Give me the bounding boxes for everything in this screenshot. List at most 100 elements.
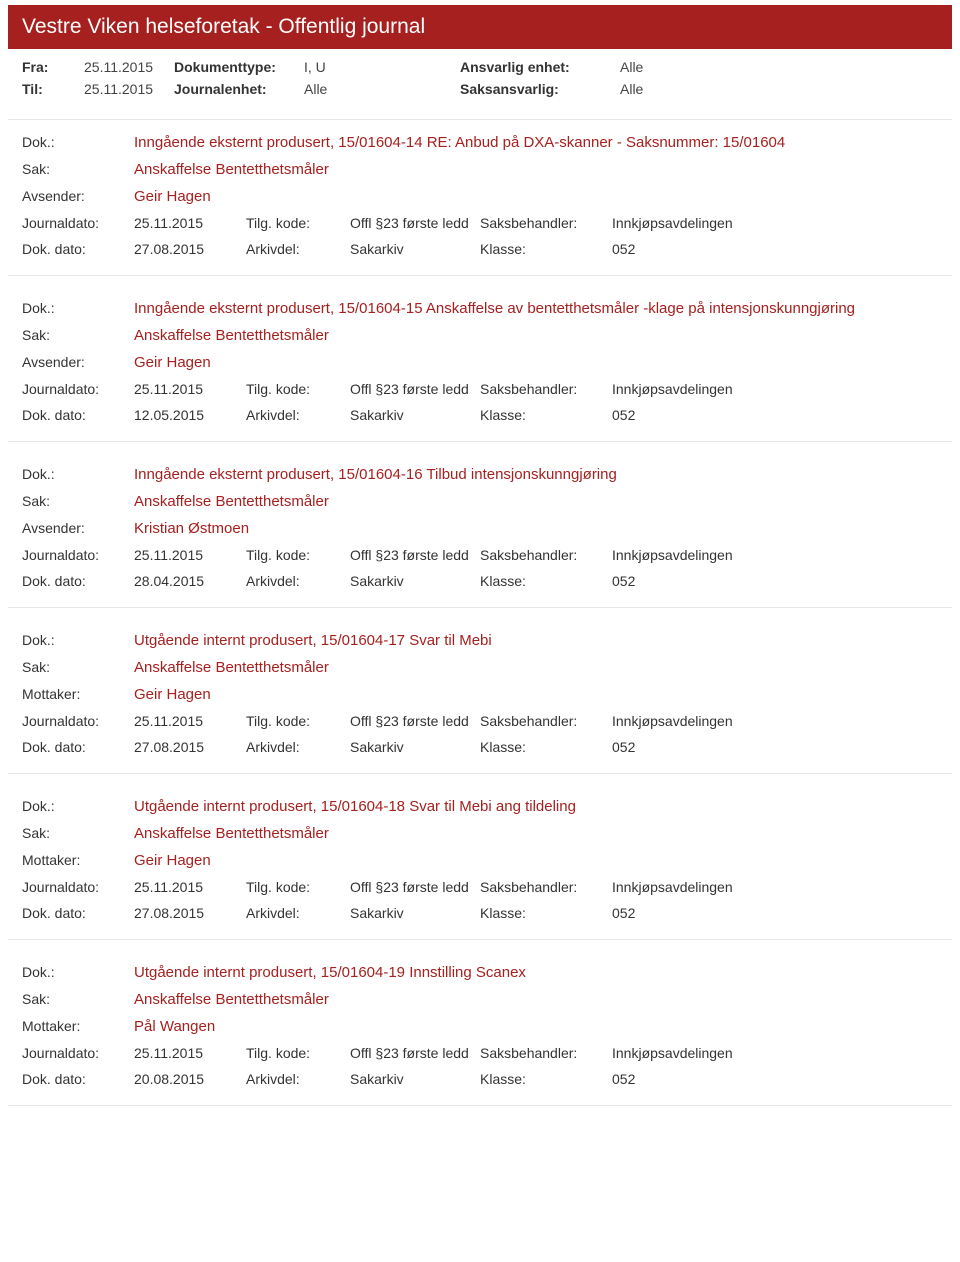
journaldato-label: Journaldato: bbox=[22, 879, 134, 895]
journal-entry: Dok.: Utgående internt produsert, 15/016… bbox=[8, 618, 952, 774]
detail-grid: Journaldato: 25.11.2015 Tilg. kode: Offl… bbox=[22, 1045, 938, 1087]
sak-title: Anskaffelse Bentetthetsmåler bbox=[134, 493, 938, 510]
sak-label: Sak: bbox=[22, 659, 134, 676]
dok-label: Dok.: bbox=[22, 798, 134, 815]
saksbehandler-value: Innkjøpsavdelingen bbox=[612, 1045, 938, 1061]
page-title-bar: Vestre Viken helseforetak - Offentlig jo… bbox=[8, 5, 952, 49]
journaldato-label: Journaldato: bbox=[22, 547, 134, 563]
arkivdel-value: Sakarkiv bbox=[350, 573, 480, 589]
arkivdel-label: Arkivdel: bbox=[246, 739, 350, 755]
detail-grid: Journaldato: 25.11.2015 Tilg. kode: Offl… bbox=[22, 215, 938, 257]
saksbehandler-value: Innkjøpsavdelingen bbox=[612, 381, 938, 397]
dokdato-value: 27.08.2015 bbox=[134, 241, 246, 257]
entries-list: Dok.: Inngående eksternt produsert, 15/0… bbox=[8, 120, 952, 1106]
sak-title: Anskaffelse Bentetthetsmåler bbox=[134, 659, 938, 676]
sak-label: Sak: bbox=[22, 327, 134, 344]
journalenhet-label: Journalenhet: bbox=[174, 81, 304, 97]
party-label: Mottaker: bbox=[22, 1018, 134, 1035]
journaldato-label: Journaldato: bbox=[22, 381, 134, 397]
sak-title: Anskaffelse Bentetthetsmåler bbox=[134, 825, 938, 842]
party-label: Avsender: bbox=[22, 520, 134, 537]
saksbehandler-label: Saksbehandler: bbox=[480, 547, 612, 563]
journal-entry: Dok.: Utgående internt produsert, 15/016… bbox=[8, 950, 952, 1106]
dok-title: Inngående eksternt produsert, 15/01604-1… bbox=[134, 134, 938, 151]
journalenhet-value: Alle bbox=[304, 81, 460, 97]
tilgkode-value: Offl §23 første ledd bbox=[350, 879, 480, 895]
saksbehandler-value: Innkjøpsavdelingen bbox=[612, 547, 938, 563]
arkivdel-label: Arkivdel: bbox=[246, 1071, 350, 1087]
dokdato-value: 28.04.2015 bbox=[134, 573, 246, 589]
dok-label: Dok.: bbox=[22, 300, 134, 317]
doktype-value: I, U bbox=[304, 59, 460, 75]
dok-title: Utgående internt produsert, 15/01604-17 … bbox=[134, 632, 938, 649]
arkivdel-value: Sakarkiv bbox=[350, 905, 480, 921]
ansvarlig-label: Ansvarlig enhet: bbox=[460, 59, 620, 75]
tilgkode-label: Tilg. kode: bbox=[246, 215, 350, 231]
klasse-label: Klasse: bbox=[480, 573, 612, 589]
klasse-label: Klasse: bbox=[480, 739, 612, 755]
detail-grid: Journaldato: 25.11.2015 Tilg. kode: Offl… bbox=[22, 879, 938, 921]
dokdato-label: Dok. dato: bbox=[22, 407, 134, 423]
saksbehandler-value: Innkjøpsavdelingen bbox=[612, 879, 938, 895]
detail-grid: Journaldato: 25.11.2015 Tilg. kode: Offl… bbox=[22, 713, 938, 755]
klasse-value: 052 bbox=[612, 739, 938, 755]
saksbehandler-label: Saksbehandler: bbox=[480, 713, 612, 729]
klasse-value: 052 bbox=[612, 573, 938, 589]
klasse-value: 052 bbox=[612, 1071, 938, 1087]
party-label: Mottaker: bbox=[22, 852, 134, 869]
tilgkode-label: Tilg. kode: bbox=[246, 547, 350, 563]
sak-label: Sak: bbox=[22, 991, 134, 1008]
arkivdel-value: Sakarkiv bbox=[350, 241, 480, 257]
arkivdel-value: Sakarkiv bbox=[350, 407, 480, 423]
dok-label: Dok.: bbox=[22, 632, 134, 649]
party-name: Geir Hagen bbox=[134, 354, 938, 371]
saksbehandler-label: Saksbehandler: bbox=[480, 215, 612, 231]
dok-title: Inngående eksternt produsert, 15/01604-1… bbox=[134, 300, 938, 317]
dokdato-value: 12.05.2015 bbox=[134, 407, 246, 423]
fra-value: 25.11.2015 bbox=[84, 59, 174, 75]
arkivdel-label: Arkivdel: bbox=[246, 905, 350, 921]
klasse-label: Klasse: bbox=[480, 905, 612, 921]
journal-entry: Dok.: Utgående internt produsert, 15/016… bbox=[8, 784, 952, 940]
dokdato-label: Dok. dato: bbox=[22, 573, 134, 589]
tilgkode-label: Tilg. kode: bbox=[246, 1045, 350, 1061]
journaldato-value: 25.11.2015 bbox=[134, 713, 246, 729]
saksbehandler-label: Saksbehandler: bbox=[480, 381, 612, 397]
party-label: Avsender: bbox=[22, 354, 134, 371]
journaldato-value: 25.11.2015 bbox=[134, 381, 246, 397]
journaldato-value: 25.11.2015 bbox=[134, 879, 246, 895]
arkivdel-value: Sakarkiv bbox=[350, 739, 480, 755]
journaldato-label: Journaldato: bbox=[22, 713, 134, 729]
klasse-value: 052 bbox=[612, 241, 938, 257]
journal-entry: Dok.: Inngående eksternt produsert, 15/0… bbox=[8, 452, 952, 608]
klasse-label: Klasse: bbox=[480, 1071, 612, 1087]
detail-grid: Journaldato: 25.11.2015 Tilg. kode: Offl… bbox=[22, 381, 938, 423]
party-label: Mottaker: bbox=[22, 686, 134, 703]
dokdato-value: 20.08.2015 bbox=[134, 1071, 246, 1087]
tilgkode-value: Offl §23 første ledd bbox=[350, 381, 480, 397]
page-container: Vestre Viken helseforetak - Offentlig jo… bbox=[0, 0, 960, 1121]
saksansvarlig-value: Alle bbox=[620, 81, 643, 97]
ansvarlig-value: Alle bbox=[620, 59, 643, 75]
meta-row-1: Fra: 25.11.2015 Dokumenttype: I, U Ansva… bbox=[22, 59, 938, 75]
sak-label: Sak: bbox=[22, 825, 134, 842]
dok-title: Utgående internt produsert, 15/01604-19 … bbox=[134, 964, 938, 981]
journaldato-value: 25.11.2015 bbox=[134, 215, 246, 231]
dok-title: Utgående internt produsert, 15/01604-18 … bbox=[134, 798, 938, 815]
party-name: Geir Hagen bbox=[134, 852, 938, 869]
saksbehandler-label: Saksbehandler: bbox=[480, 1045, 612, 1061]
saksansvarlig-label: Saksansvarlig: bbox=[460, 81, 620, 97]
journaldato-label: Journaldato: bbox=[22, 215, 134, 231]
tilgkode-value: Offl §23 første ledd bbox=[350, 1045, 480, 1061]
doktype-label: Dokumenttype: bbox=[174, 59, 304, 75]
saksbehandler-value: Innkjøpsavdelingen bbox=[612, 215, 938, 231]
saksbehandler-label: Saksbehandler: bbox=[480, 879, 612, 895]
party-name: Pål Wangen bbox=[134, 1018, 938, 1035]
arkivdel-label: Arkivdel: bbox=[246, 573, 350, 589]
tilgkode-label: Tilg. kode: bbox=[246, 381, 350, 397]
dok-label: Dok.: bbox=[22, 964, 134, 981]
saksbehandler-value: Innkjøpsavdelingen bbox=[612, 713, 938, 729]
tilgkode-value: Offl §23 første ledd bbox=[350, 215, 480, 231]
dokdato-value: 27.08.2015 bbox=[134, 739, 246, 755]
klasse-value: 052 bbox=[612, 407, 938, 423]
